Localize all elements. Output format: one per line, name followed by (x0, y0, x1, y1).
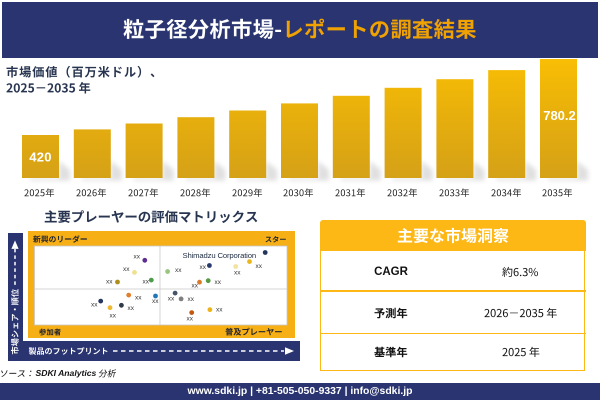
svg-text:780.2: 780.2 (543, 108, 576, 123)
svg-text:xx: xx (188, 296, 195, 303)
svg-text:xx: xx (134, 254, 141, 261)
svg-text:xx: xx (143, 278, 150, 285)
svg-text:xx: xx (106, 278, 113, 285)
svg-text:xx: xx (234, 270, 241, 277)
svg-text:xx: xx (91, 301, 98, 308)
svg-text:xx: xx (175, 267, 182, 274)
svg-text:Shimadzu Corporation: Shimadzu Corporation (183, 251, 257, 260)
svg-text:xx: xx (187, 315, 194, 322)
svg-text:xx: xx (110, 312, 117, 319)
svg-text:xx: xx (256, 263, 263, 270)
svg-text:xx: xx (192, 282, 199, 289)
svg-text:xx: xx (200, 264, 207, 271)
svg-text:xx: xx (215, 279, 222, 286)
svg-text:xx: xx (128, 305, 135, 312)
svg-text:xx: xx (135, 294, 142, 301)
svg-text:xx: xx (216, 307, 223, 314)
svg-text:xx: xx (168, 296, 175, 303)
svg-text:xx: xx (152, 298, 159, 305)
svg-text:420: 420 (29, 150, 52, 165)
svg-text:xx: xx (123, 266, 130, 273)
